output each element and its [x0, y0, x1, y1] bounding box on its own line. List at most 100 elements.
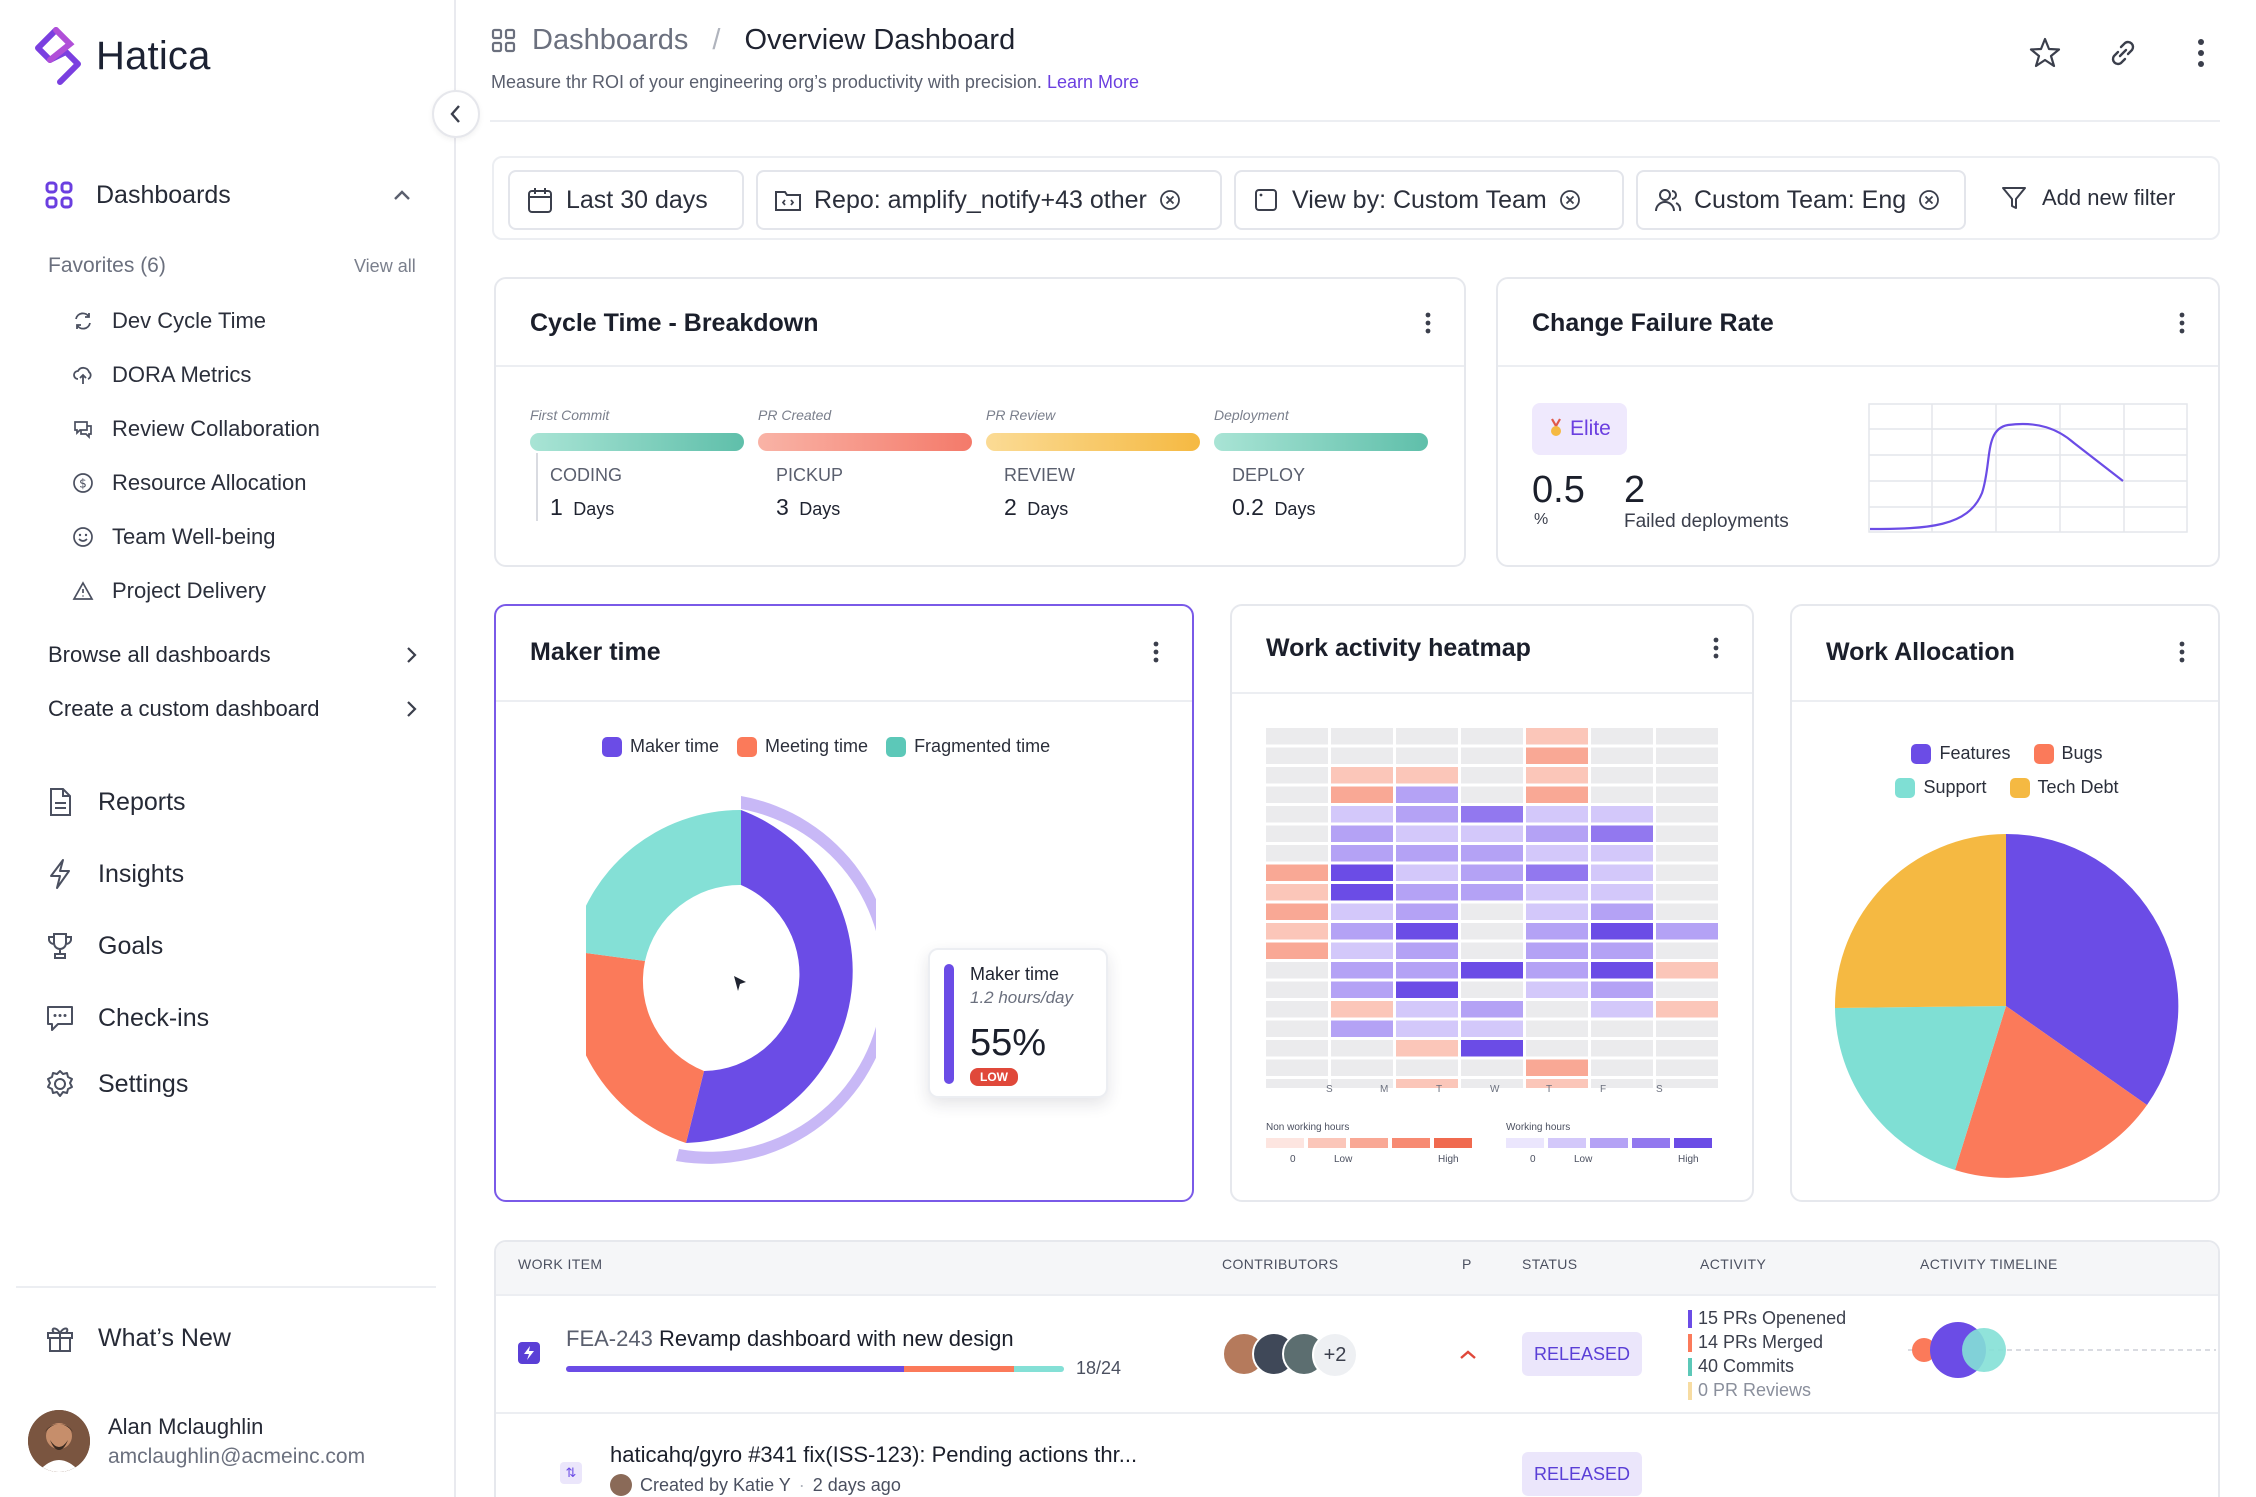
- stage-value: 2: [1004, 494, 1017, 520]
- link-icon[interactable]: [2104, 34, 2142, 72]
- favorite-resource-allocation[interactable]: $ Resource Allocation: [72, 470, 306, 496]
- heatmap-cell: [1331, 942, 1393, 959]
- more-vertical-icon[interactable]: [2182, 34, 2220, 72]
- sidebar-divider: [16, 1286, 436, 1288]
- favorite-review-collaboration[interactable]: Review Collaboration: [72, 416, 320, 442]
- sidebar: Hatica Dashboards Favorites (6) View all…: [0, 0, 456, 1497]
- heatmap-cell: [1331, 1079, 1393, 1088]
- heatmap-cell: [1526, 806, 1588, 823]
- legend-high: High: [1678, 1154, 1699, 1165]
- more-vertical-icon[interactable]: [1146, 632, 1166, 672]
- heatmap-cell: [1396, 747, 1458, 764]
- view-all-link[interactable]: View all: [354, 256, 416, 276]
- cloud-upload-icon: [72, 364, 94, 386]
- close-circle-icon[interactable]: [1559, 189, 1581, 211]
- legend-title: Non working hours: [1266, 1122, 1350, 1133]
- more-vertical-icon[interactable]: [1706, 628, 1726, 668]
- add-filter-button[interactable]: Add new filter: [2000, 184, 2175, 212]
- activity-item: 40 Commits: [1688, 1354, 1846, 1378]
- column-header[interactable]: CONTRIBUTORS: [1222, 1256, 1339, 1272]
- column-header[interactable]: ACTIVITY TIMELINE: [1920, 1256, 2058, 1272]
- repo-filter-chip[interactable]: Repo: amplify_notify+43 other: [756, 170, 1222, 230]
- date-filter-chip[interactable]: Last 30 days: [508, 170, 744, 230]
- maker-time-card[interactable]: Maker time Maker time Meeting time Fragm…: [494, 604, 1194, 1202]
- heatmap-cell: [1461, 962, 1523, 979]
- stage-event: PR Created: [758, 407, 832, 423]
- heatmap-cell: [1591, 1020, 1653, 1037]
- more-vertical-icon[interactable]: [1418, 303, 1438, 343]
- users-icon: [1654, 186, 1682, 214]
- creator-avatar: [610, 1474, 632, 1496]
- close-circle-icon[interactable]: [1159, 189, 1181, 211]
- legend-swatch: [2009, 778, 2030, 799]
- cfr-title: Change Failure Rate: [1532, 309, 1774, 337]
- heatmap-cell: [1591, 864, 1653, 881]
- stage-deploy: Deployment DEPLOY 0.2 Days: [1214, 407, 1428, 521]
- work-item-title[interactable]: FEA-243 Revamp dashboard with new design: [566, 1326, 1014, 1352]
- chevron-left-icon: [449, 103, 463, 125]
- stage-pickup: PR Created PICKUP 3 Days: [758, 407, 972, 521]
- breadcrumb-root[interactable]: Dashboards: [532, 24, 689, 56]
- warning-triangle-icon: [72, 580, 94, 602]
- heatmap-cell: [1656, 1020, 1718, 1037]
- column-header[interactable]: WORK ITEM: [518, 1256, 603, 1272]
- favorites-label: Favorites (6): [48, 254, 166, 277]
- heatmap-cell: [1266, 845, 1328, 862]
- maker-donut-chart: [586, 796, 876, 1164]
- work-item-id: FEA-243: [566, 1326, 653, 1351]
- day-label: T: [1546, 1084, 1553, 1095]
- column-header[interactable]: P: [1462, 1256, 1472, 1272]
- whats-new-link[interactable]: What’s New: [44, 1322, 231, 1354]
- heatmap-cell: [1591, 962, 1653, 979]
- table-row[interactable]: [496, 1294, 2218, 1414]
- medal-icon: [1548, 418, 1564, 440]
- chevron-up-icon[interactable]: [390, 183, 414, 207]
- nav-settings[interactable]: Settings: [44, 1068, 188, 1100]
- heatmap-cell: [1266, 884, 1328, 901]
- heatmap-cell: [1266, 942, 1328, 959]
- browse-all-dashboards[interactable]: Browse all dashboards: [48, 642, 418, 668]
- column-header[interactable]: ACTIVITY: [1700, 1256, 1767, 1272]
- heatmap-cell: [1591, 767, 1653, 784]
- nav-goals[interactable]: Goals: [44, 930, 163, 962]
- favorite-label: DORA Metrics: [112, 362, 252, 387]
- favorite-dev-cycle-time[interactable]: Dev Cycle Time: [72, 308, 266, 334]
- heatmap-cell: [1526, 1040, 1588, 1057]
- legend-swatch: [1911, 744, 1932, 765]
- contributors-avatars[interactable]: +2: [1222, 1330, 1372, 1378]
- heatmap-cell: [1526, 1001, 1588, 1018]
- user-avatar[interactable]: [28, 1410, 90, 1472]
- heatmap-cell: [1656, 825, 1718, 842]
- favorite-team-well-being[interactable]: Team Well-being: [72, 524, 275, 550]
- heatmap-cell: [1591, 1059, 1653, 1076]
- favorite-dora-metrics[interactable]: DORA Metrics: [72, 362, 251, 388]
- app-logo[interactable]: Hatica: [30, 26, 211, 86]
- heatmap-cell: [1266, 767, 1328, 784]
- nav-dashboards[interactable]: Dashboards: [44, 180, 414, 210]
- create-custom-dashboard[interactable]: Create a custom dashboard: [48, 696, 418, 722]
- trophy-icon: [44, 930, 76, 962]
- nav-reports[interactable]: Reports: [44, 786, 186, 818]
- elite-badge: Elite: [1532, 403, 1627, 455]
- view-by-filter-chip[interactable]: View by: Custom Team: [1234, 170, 1624, 230]
- column-header[interactable]: STATUS: [1522, 1256, 1578, 1272]
- heatmap-cell: [1526, 1059, 1588, 1076]
- nav-check-ins[interactable]: Check-ins: [44, 1002, 209, 1034]
- heatmap-cell: [1461, 884, 1523, 901]
- nav-insights[interactable]: Insights: [44, 858, 184, 890]
- collapse-sidebar-button[interactable]: [432, 90, 480, 138]
- nav-label: Insights: [98, 859, 185, 888]
- team-filter-chip[interactable]: Custom Team: Eng: [1636, 170, 1966, 230]
- activity-timeline: [1908, 1322, 2216, 1378]
- heatmap-cell: [1591, 1001, 1653, 1018]
- favorite-project-delivery[interactable]: Project Delivery: [72, 578, 266, 604]
- pr-title[interactable]: haticahq/gyro #341 fix(ISS-123): Pending…: [610, 1442, 1138, 1467]
- more-vertical-icon[interactable]: [2172, 303, 2192, 343]
- pull-request-icon: ⇅: [560, 1462, 582, 1484]
- learn-more-link[interactable]: Learn More: [1046, 72, 1140, 92]
- close-circle-icon[interactable]: [1918, 189, 1940, 211]
- heatmap-cell: [1396, 728, 1458, 745]
- star-icon[interactable]: [2026, 34, 2064, 72]
- activity-item: 15 PRs Openened: [1688, 1306, 1846, 1330]
- more-vertical-icon[interactable]: [2172, 632, 2192, 672]
